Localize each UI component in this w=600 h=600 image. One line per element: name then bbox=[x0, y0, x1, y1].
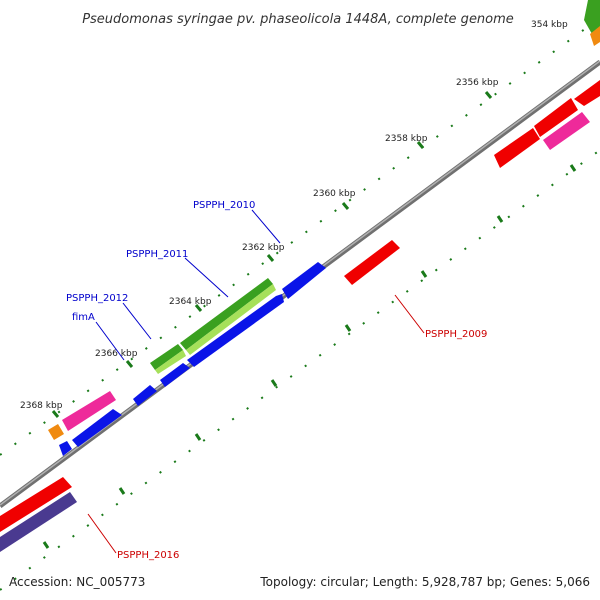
leader-pspph-2010 bbox=[251, 209, 281, 244]
label-fima: fimA bbox=[72, 312, 95, 323]
label-leaders bbox=[87, 209, 425, 554]
gene-pspph-2009 bbox=[344, 240, 400, 285]
gene-red-top-1 bbox=[574, 80, 600, 106]
gene-pspph-2016-red bbox=[0, 477, 72, 532]
gene-blue-1 bbox=[187, 294, 284, 367]
leader-pspph-2011 bbox=[184, 257, 229, 298]
major-ticks bbox=[51, 91, 493, 418]
leader-pspph-2009 bbox=[394, 294, 425, 334]
tick-labels: 354 kbp 2356 kbp 2358 kbp 2360 kbp 2362 … bbox=[20, 20, 568, 411]
map-title: Pseudomonas syringae pv. phaseolicola 14… bbox=[82, 12, 514, 27]
tick-label-2358: 2358 kbp bbox=[385, 134, 428, 144]
label-pspph-2010: PSPPH_2010 bbox=[193, 200, 255, 211]
tick-2366 bbox=[125, 360, 134, 368]
tick-2358 bbox=[416, 141, 425, 149]
gene-pspph-2011-green-light bbox=[155, 350, 186, 374]
gene-purple bbox=[0, 492, 77, 552]
gene-labels: PSPPH_2010 PSPPH_2011 PSPPH_2012 fimA PS… bbox=[66, 200, 487, 561]
reverse-genes bbox=[0, 240, 400, 552]
tick-label-2366: 2366 kbp bbox=[95, 349, 138, 359]
gene-blue-4 bbox=[133, 385, 157, 406]
gene-red-top-3 bbox=[494, 128, 540, 168]
gene-red-top-2 bbox=[534, 98, 578, 137]
forward-genes bbox=[48, 0, 600, 456]
gene-blue-5 bbox=[72, 409, 122, 447]
tick-label-2364: 2364 kbp bbox=[169, 297, 212, 307]
leader-pspph-2012 bbox=[122, 302, 152, 340]
gene-pspph-2011-green bbox=[150, 344, 183, 370]
inner-major-ticks bbox=[42, 164, 577, 549]
tick-label-2354: 354 kbp bbox=[531, 20, 568, 30]
gene-magenta-1 bbox=[62, 391, 116, 431]
gene-blue-2 bbox=[282, 262, 326, 299]
gene-pspph-2010-green bbox=[180, 278, 273, 350]
tick-2364 bbox=[194, 304, 203, 312]
leader-fima bbox=[95, 321, 125, 361]
gene-blue-6 bbox=[59, 441, 72, 456]
gene-top-orange bbox=[590, 26, 600, 46]
tick-2356 bbox=[484, 91, 493, 99]
gene-top-green bbox=[584, 0, 600, 34]
tick-label-2362: 2362 kbp bbox=[242, 243, 285, 253]
label-pspph-2012: PSPPH_2012 bbox=[66, 293, 128, 304]
label-pspph-2009: PSPPH_2009 bbox=[425, 329, 487, 340]
tick-2368 bbox=[51, 410, 60, 418]
label-pspph-2011: PSPPH_2011 bbox=[126, 249, 188, 260]
genome-summary-text: Topology: circular; Length: 5,928,787 bp… bbox=[259, 575, 590, 589]
tick-2360 bbox=[341, 202, 350, 210]
gene-magenta-top bbox=[543, 112, 590, 150]
tick-label-2360: 2360 kbp bbox=[313, 189, 356, 199]
tick-label-2368: 2368 kbp bbox=[20, 401, 63, 411]
gene-orange-1 bbox=[48, 424, 64, 440]
gene-pspph-2010-green-light bbox=[186, 284, 276, 355]
tick-2362 bbox=[266, 254, 275, 262]
accession-text: Accession: NC_005773 bbox=[9, 575, 145, 589]
tick-label-2356: 2356 kbp bbox=[456, 78, 499, 88]
label-pspph-2016: PSPPH_2016 bbox=[117, 550, 179, 561]
leader-pspph-2016 bbox=[87, 513, 117, 554]
gene-blue-3 bbox=[160, 363, 190, 387]
